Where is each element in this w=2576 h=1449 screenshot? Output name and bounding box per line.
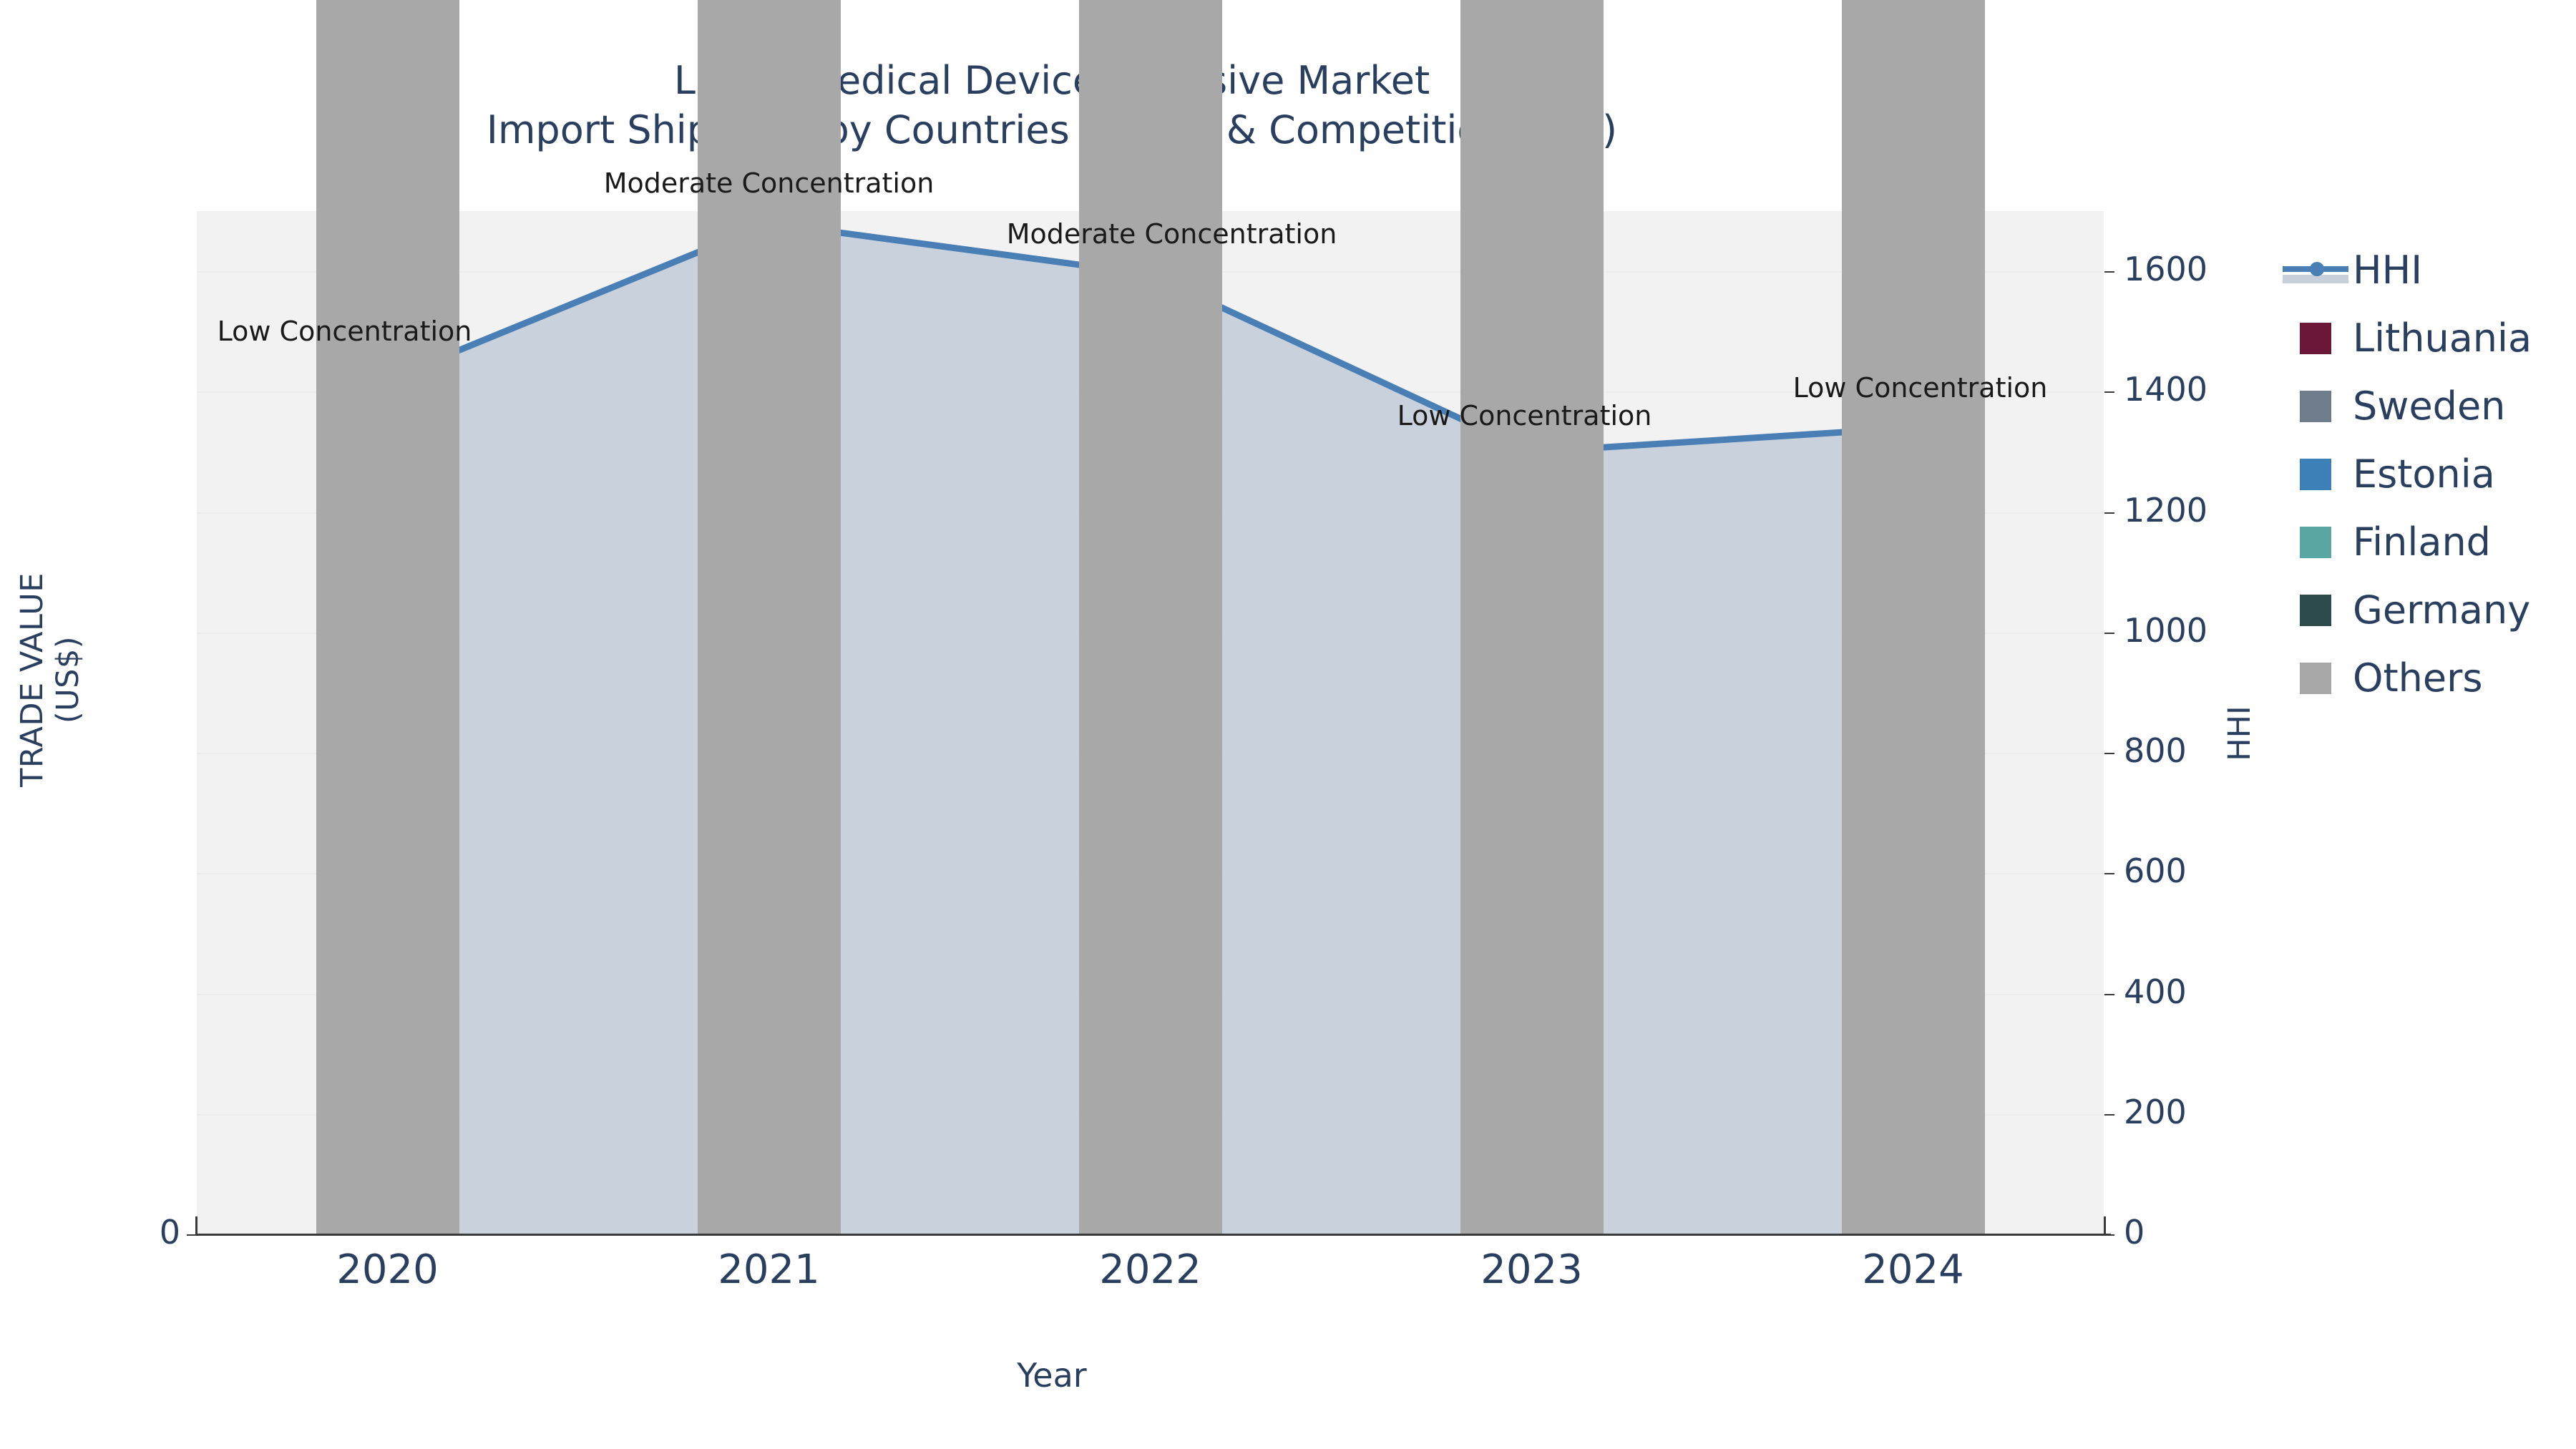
y-tick-right-mark: [2104, 391, 2114, 394]
bar-stack-2024[interactable]: [1841, 0, 1985, 1234]
x-tick-label-2024: 2024: [1862, 1246, 1964, 1293]
y-tick-right-label: 600: [2124, 852, 2187, 891]
legend-item-finland[interactable]: Finland: [2283, 508, 2532, 576]
hhi-annotation-2024: Low Concentration: [1792, 371, 2048, 404]
y-tick-right-mark: [2104, 873, 2114, 875]
y-tick-left-label: 0: [159, 1213, 180, 1252]
bar-stack-2021[interactable]: [697, 0, 841, 1234]
y-axis-right-line: [2104, 1216, 2106, 1235]
y-tick-right-label: 1200: [2124, 490, 2208, 530]
y-tick-right-label: 1000: [2124, 610, 2208, 650]
legend-swatch-estonia: [2300, 458, 2331, 490]
legend-swatch-others: [2300, 662, 2331, 694]
y-tick-right-mark: [2104, 993, 2114, 995]
x-tick-label-2022: 2022: [1099, 1246, 1201, 1293]
legend-swatch-lithuania: [2300, 322, 2331, 354]
y-axis-right-title: HHI: [2222, 706, 2258, 761]
legend-item-germany[interactable]: Germany: [2283, 576, 2532, 644]
legend-label-hhi: HHI: [2353, 248, 2423, 293]
legend-item-sweden[interactable]: Sweden: [2283, 372, 2532, 440]
y-tick-right-label: 800: [2124, 731, 2187, 771]
legend-label-sweden: Sweden: [2353, 384, 2506, 429]
legend-item-lithuania[interactable]: Lithuania: [2283, 304, 2532, 372]
y-tick-right-mark: [2104, 632, 2114, 634]
y-tick-right-label: 0: [2124, 1213, 2145, 1252]
chart-title: Latvia Medical Device Adhesive Market Im…: [0, 56, 2104, 155]
plot-area: [197, 0, 2104, 1236]
hhi-annotation-2020: Low Concentration: [217, 315, 472, 347]
legend-item-others[interactable]: Others: [2283, 644, 2532, 712]
y-tick-right-mark: [2104, 1234, 2114, 1236]
y-tick-right-mark: [2104, 271, 2114, 273]
bar-stack-2022[interactable]: [1078, 0, 1222, 1234]
y-tick-right-label: 400: [2124, 972, 2187, 1011]
legend-item-estonia[interactable]: Estonia: [2283, 440, 2532, 508]
x-tick-label-2021: 2021: [718, 1246, 820, 1293]
legend-label-finland: Finland: [2353, 519, 2491, 565]
legend-label-germany: Germany: [2353, 587, 2531, 633]
legend-area-band: [2283, 274, 2348, 283]
legend-swatch-sweden: [2300, 390, 2331, 422]
chart-title-line2: Import Shipment by Countries (Top 5) & C…: [486, 107, 1618, 153]
legend-line-icon: [2283, 255, 2348, 286]
legend-swatch-germany: [2300, 594, 2331, 626]
y-tick-left-mark: [187, 1234, 197, 1236]
hhi-annotation-2022: Moderate Concentration: [1006, 218, 1337, 250]
y-tick-right-label: 200: [2124, 1092, 2187, 1131]
y-axis-left-title: TRADE VALUE (US$): [14, 572, 86, 787]
y-tick-right-mark: [2104, 753, 2114, 755]
bar-segment-others[interactable]: [1841, 0, 1985, 1234]
bar-stack-2023[interactable]: [1460, 0, 1604, 1234]
hhi-annotation-2023: Low Concentration: [1397, 400, 1652, 432]
legend-item-hhi[interactable]: HHI: [2283, 236, 2532, 304]
y-axis-left-line: [195, 1216, 197, 1235]
chart-legend: HHI Lithuania Sweden Estonia Finland Germany O…: [2283, 236, 2532, 712]
bar-segment-others[interactable]: [1078, 0, 1222, 1234]
legend-swatch-finland: [2300, 526, 2331, 558]
bar-segment-others[interactable]: [1460, 0, 1604, 1234]
x-tick-label-2023: 2023: [1480, 1246, 1583, 1293]
x-axis-line: [197, 1234, 2111, 1236]
legend-label-lithuania: Lithuania: [2353, 316, 2532, 361]
y-tick-right-mark: [2104, 512, 2114, 514]
x-axis-title: Year: [1017, 1356, 1087, 1395]
bar-stack-2020[interactable]: [316, 0, 459, 1234]
bar-segment-others[interactable]: [697, 0, 841, 1234]
x-tick-label-2020: 2020: [336, 1246, 439, 1293]
legend-label-estonia: Estonia: [2353, 452, 2495, 497]
hhi-annotation-2021: Moderate Concentration: [603, 167, 935, 199]
legend-line-dot: [2310, 261, 2324, 276]
y-tick-right-label: 1400: [2124, 370, 2208, 409]
y-tick-right-label: 1600: [2124, 250, 2208, 289]
bar-segment-others[interactable]: [316, 0, 459, 1234]
y-tick-right-mark: [2104, 1113, 2114, 1116]
legend-label-others: Others: [2353, 655, 2483, 701]
